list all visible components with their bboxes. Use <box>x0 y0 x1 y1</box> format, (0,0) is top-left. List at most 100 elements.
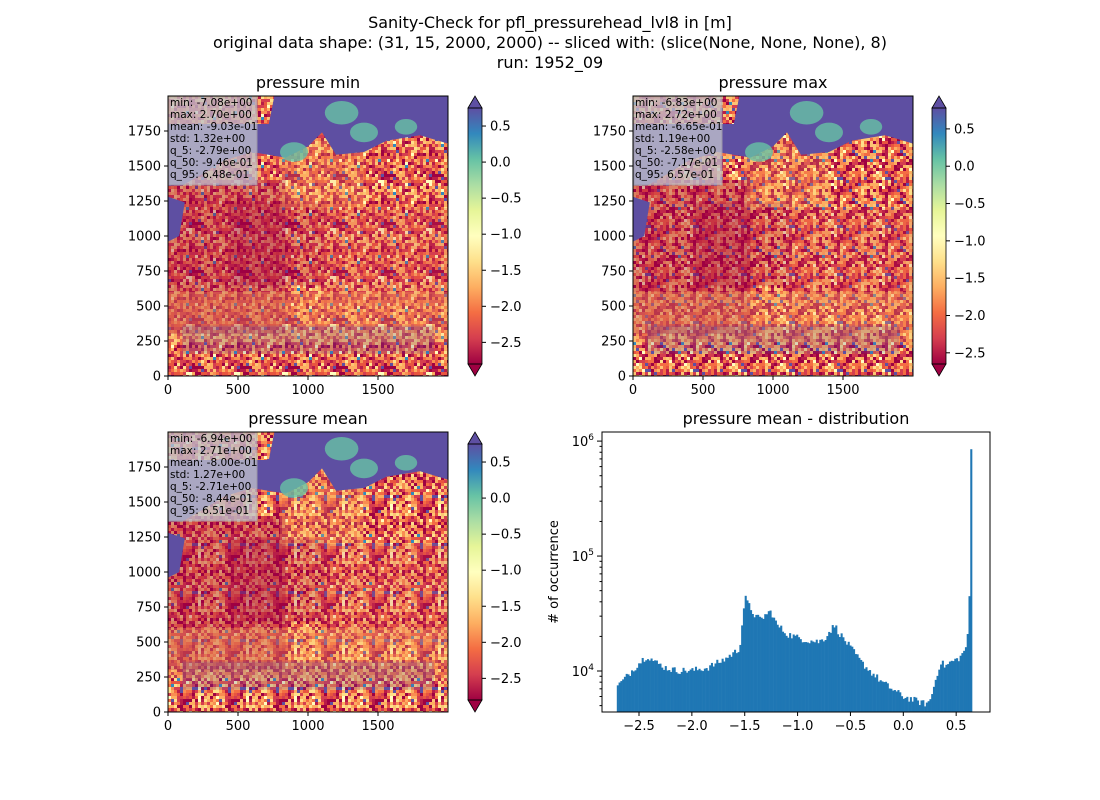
x-tick-label: 1500 <box>361 383 394 398</box>
figure-title: Sanity-Check for pfl_pressurehead_lvl8 i… <box>0 13 1100 73</box>
colorbar-extend-bottom <box>931 363 947 377</box>
colorbar-frame <box>467 443 483 701</box>
histogram-bar <box>801 642 804 712</box>
y-tick-label: 105 <box>572 548 594 565</box>
histogram-bar <box>719 662 722 712</box>
heatmap-region <box>168 180 286 334</box>
histogram-bar <box>764 614 767 712</box>
histogram-bar <box>943 667 946 712</box>
x-tick-label: 0.5 <box>946 719 967 734</box>
histogram-bar <box>902 698 905 712</box>
colorbar-tick-label: −2.0 <box>954 309 986 324</box>
histogram-bar <box>938 669 941 712</box>
histogram-bar <box>812 641 815 712</box>
colorbar-tick-label: −2.5 <box>490 672 522 687</box>
histogram-bar <box>838 636 841 712</box>
colorbar-gradient <box>932 108 946 364</box>
coastal-area <box>859 118 883 135</box>
colorbar-gradient <box>468 108 482 364</box>
histogram-bar <box>924 706 927 712</box>
histogram-bar <box>888 688 891 712</box>
histogram-bar <box>648 660 651 712</box>
histogram-bar <box>831 625 834 712</box>
stats-line: q_50: -8.44e-01 <box>170 493 253 505</box>
heatmap-region <box>229 202 325 287</box>
histogram-bar <box>947 664 950 712</box>
y-tick-label: 750 <box>136 265 161 280</box>
histogram-bar <box>909 697 912 712</box>
histogram-bar <box>845 644 848 712</box>
histogram-bar <box>794 635 797 712</box>
coastal-area <box>324 437 359 461</box>
x-tick-label: 0 <box>164 383 172 398</box>
stats-line: min: -6.94e+00 <box>170 433 252 445</box>
histogram-bar <box>645 660 648 712</box>
histogram-bar <box>797 637 801 712</box>
histogram-bar <box>945 664 948 712</box>
histogram-bar <box>634 670 637 712</box>
histogram-bar <box>725 657 728 712</box>
colorbar-tick-label: −1.5 <box>954 272 986 287</box>
histogram-bar <box>680 671 683 712</box>
x-tick-label: 1000 <box>291 383 324 398</box>
histogram-bar <box>904 697 907 712</box>
coastal-area <box>745 142 773 162</box>
x-tick-label: −2.5 <box>623 719 655 734</box>
stats-box <box>168 432 258 522</box>
colorbar-tick-label: −0.5 <box>490 528 522 543</box>
colorbar-extend-top <box>931 95 947 109</box>
histogram-bar <box>758 616 761 712</box>
histogram-bar <box>854 654 857 712</box>
y-tick-label: 1750 <box>593 125 626 140</box>
heatmap-region <box>182 325 434 354</box>
heatmap-region <box>787 208 913 306</box>
colorbar-gradient <box>468 444 482 700</box>
histogram-bar <box>874 677 877 712</box>
histogram-bar <box>900 696 904 712</box>
histogram-bar <box>881 681 884 712</box>
histogram-bar <box>927 701 930 712</box>
histogram-bar <box>932 686 936 712</box>
colorbar-tick-label: −1.0 <box>954 234 986 249</box>
histogram-bar <box>785 635 788 712</box>
histogram-bar <box>806 642 809 712</box>
histogram-bar <box>780 625 783 712</box>
histogram-bar <box>940 664 943 712</box>
stats-line: max: 2.71e+00 <box>170 445 252 457</box>
histogram-bar <box>870 675 873 712</box>
histogram-bar <box>869 670 872 712</box>
histogram-bar <box>691 668 694 712</box>
histogram-bar <box>961 653 964 712</box>
stats-line: q_5: -2.58e+00 <box>635 145 716 157</box>
histogram-bar <box>963 650 966 712</box>
histogram-bar <box>769 610 772 712</box>
heatmap-region <box>633 180 751 334</box>
x-tick-label: 1000 <box>291 719 324 734</box>
y-axis-label: # of occurrence <box>547 520 562 624</box>
colorbar-tick-label: −2.0 <box>490 300 522 315</box>
histogram-bar <box>636 667 639 712</box>
histogram-bar <box>678 673 682 712</box>
histogram-bar <box>957 661 960 712</box>
colorbar-tick-label: −2.5 <box>954 346 986 361</box>
histogram-bar <box>732 652 735 712</box>
histogram-bar <box>762 618 765 712</box>
histogram-bar <box>702 671 705 712</box>
y-tick-label: 104 <box>572 663 595 680</box>
histogram-panel: pressure mean - distribution −2.5 −2.0 −1.5… <box>547 409 991 734</box>
histogram-bar <box>776 624 779 712</box>
histogram-bar <box>950 660 953 712</box>
ocean-area <box>168 432 448 522</box>
histogram-bar <box>657 663 660 712</box>
histogram-bar <box>662 669 666 712</box>
histogram-bar <box>700 670 703 712</box>
histogram-bar <box>934 679 937 712</box>
y-tick-label: 750 <box>136 601 161 616</box>
stats-line: q_5: -2.79e+00 <box>170 145 251 157</box>
subplot-title: pressure max <box>718 73 827 92</box>
colorbar-tick-label: −1.0 <box>490 564 522 579</box>
y-tick-label: 500 <box>136 636 161 651</box>
figure-title-line: original data shape: (31, 15, 2000, 2000… <box>213 33 887 52</box>
x-tick-label: 1000 <box>756 383 789 398</box>
histogram-bar <box>750 610 753 712</box>
